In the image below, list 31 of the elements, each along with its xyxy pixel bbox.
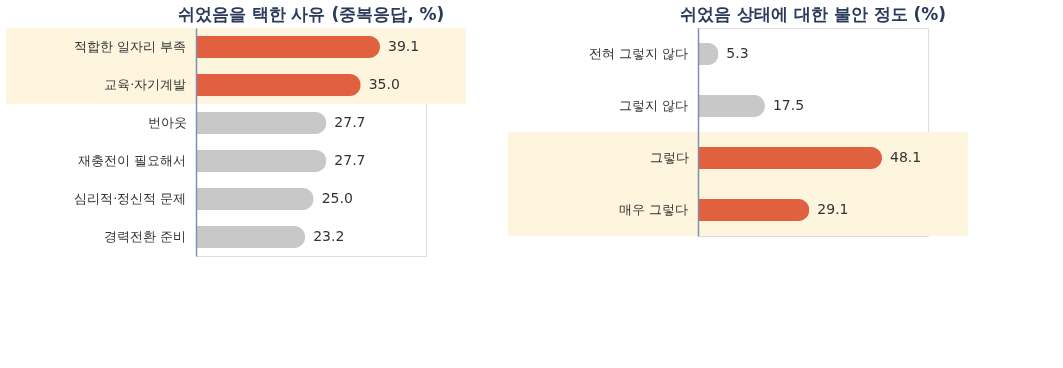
bar <box>698 95 765 117</box>
y-tick-label: 매우 그렇다 <box>619 202 689 217</box>
data-label: 29.1 <box>817 201 849 217</box>
bar <box>196 188 314 210</box>
chart-title: 쉬었음 상태에 대한 불안 정도 (%) <box>679 4 947 24</box>
data-label: 35.0 <box>368 76 400 92</box>
bar <box>196 36 380 58</box>
y-tick-label: 재충전이 필요해서 <box>78 153 187 168</box>
bar <box>698 147 882 169</box>
data-label: 27.7 <box>334 152 366 168</box>
bar <box>196 150 327 172</box>
bar <box>698 199 810 221</box>
y-tick-label: 번아웃 <box>147 115 187 130</box>
data-label: 23.2 <box>313 228 345 244</box>
data-label: 27.7 <box>334 114 366 130</box>
y-tick-label: 전혀 그렇지 않다 <box>589 46 689 61</box>
data-label: 5.3 <box>726 45 749 61</box>
chart-title: 쉬었음을 택한 사유 (중복응답, %) <box>177 4 445 24</box>
y-tick-label: 그렇지 않다 <box>619 98 689 113</box>
bar <box>196 74 361 96</box>
data-label: 48.1 <box>890 149 922 165</box>
y-tick-label: 경력전환 준비 <box>104 229 187 244</box>
data-label: 17.5 <box>772 97 805 113</box>
y-tick-label: 그렇다 <box>649 150 689 165</box>
data-label: 25.0 <box>321 190 353 206</box>
y-tick-label: 적합한 일자리 부족 <box>74 39 187 54</box>
data-label: 39.1 <box>388 38 420 54</box>
bar <box>196 112 327 134</box>
y-tick-label: 심리적·정신적 문제 <box>74 191 187 206</box>
bar <box>196 226 306 248</box>
y-tick-label: 교육·자기계발 <box>104 77 187 92</box>
